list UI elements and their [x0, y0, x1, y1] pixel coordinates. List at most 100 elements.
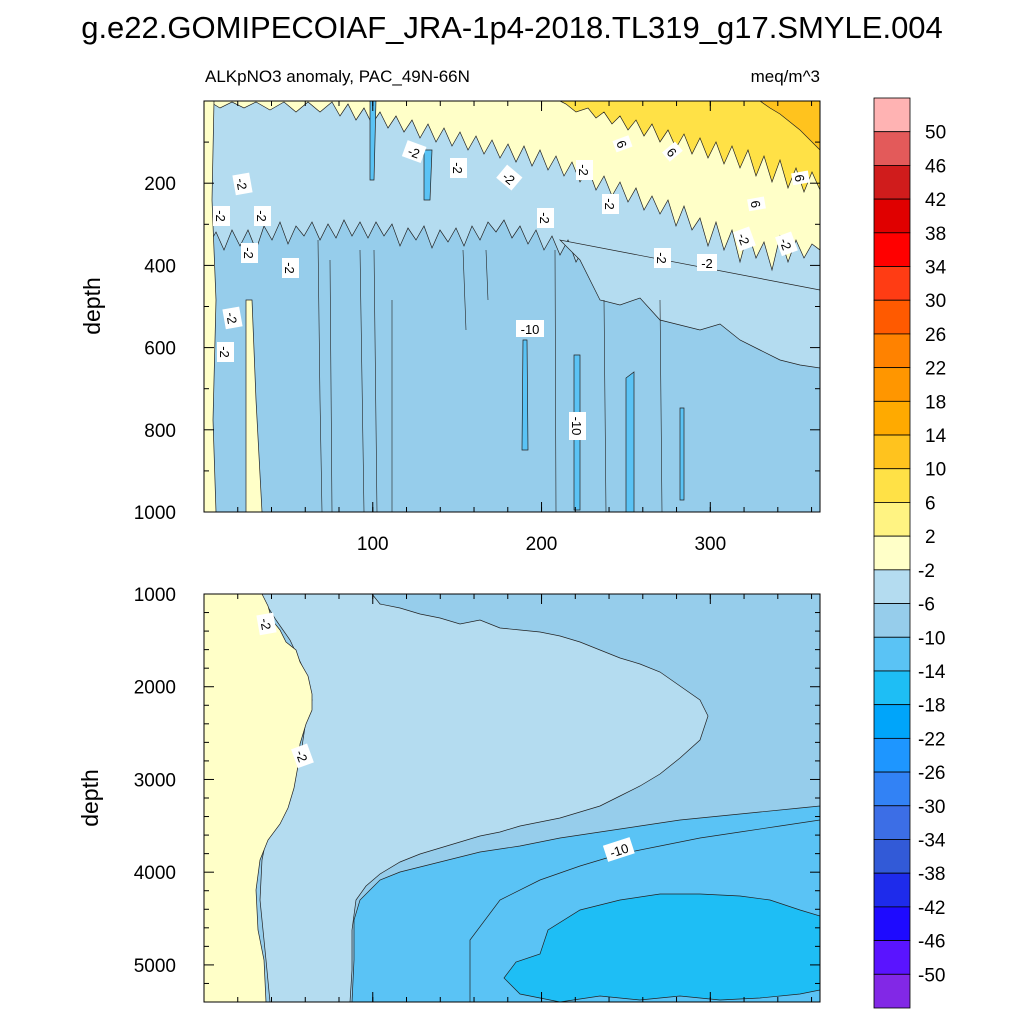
level-fill-minus2: [259, 594, 709, 1002]
level-fill-plus2: [204, 101, 820, 272]
contour-label-text: -2: [602, 198, 617, 210]
colorbar-label: 18: [925, 392, 946, 413]
contour-label-box: [217, 342, 234, 362]
contour-label: -2: [401, 140, 427, 163]
level-fill-plus2-left2: [245, 299, 263, 512]
contour-label-box: [241, 243, 258, 263]
contour-label: -2: [213, 206, 230, 226]
level-fill-minus10-col5: [369, 101, 377, 181]
y-tick-label: 200: [144, 174, 176, 195]
colorbar-swatch: [873, 97, 911, 133]
colorbar-label: 2: [925, 527, 936, 548]
colorbar-swatch: [873, 232, 911, 267]
contour-label-text: -2: [241, 247, 256, 259]
colorbar-swatch: [873, 973, 911, 1009]
contour-label-text: 6: [791, 173, 807, 183]
colorbar-label: -22: [918, 729, 945, 750]
colorbar-swatch: [873, 468, 911, 503]
colorbar-swatch: [873, 603, 911, 638]
top-panel: ALKpNO3 anomaly, PAC_49N-66N meq/m^3: [79, 67, 821, 555]
colorbar-swatch: [873, 165, 911, 200]
contour-label: 6: [747, 196, 766, 212]
colorbar-swatch: [873, 737, 911, 773]
contour-label-box: [747, 196, 766, 212]
contour-label-text: -10: [521, 322, 540, 337]
colorbar-swatch: [873, 771, 911, 807]
y-tick-label: 5000: [134, 956, 176, 977]
contour-label: -2: [254, 206, 271, 226]
x-tick-label: 300: [694, 534, 726, 555]
level-fill-minus10-col3: [625, 371, 635, 512]
contour-label: -2: [576, 160, 593, 180]
colorbar-swatch: [873, 670, 911, 706]
contour-label-box: [450, 158, 467, 178]
contour-label-box: [232, 172, 253, 196]
contour-label-text: -2: [406, 143, 422, 161]
colorbar-swatch: [873, 367, 911, 402]
contour-label: -2: [602, 194, 619, 214]
colorbar-swatch: [873, 906, 911, 941]
contour-label: -2: [654, 248, 671, 268]
contour-label-text: -10: [608, 840, 631, 860]
colorbar-swatch: [873, 198, 911, 234]
contour-label-box: [612, 135, 633, 153]
level-fill-plus10: [759, 101, 820, 151]
colorbar-label: -2: [918, 561, 935, 582]
x-tick-label: 100: [357, 534, 389, 555]
contour-label: -2: [697, 254, 717, 271]
contour-label-box: [576, 160, 593, 180]
contour-label: -10: [569, 412, 586, 440]
contour-label-text: -2: [576, 164, 591, 176]
level-fill-minus10-col6: [423, 149, 433, 201]
contour-label: -2: [775, 231, 798, 257]
contour-label-text: -2: [537, 212, 552, 224]
y-tick-label: 2000: [134, 678, 176, 699]
colorbar-label: -38: [918, 864, 945, 885]
level-fill-minus10-col4: [679, 407, 685, 501]
level-fill-plus6: [559, 101, 820, 194]
contour-label-box: [602, 837, 635, 862]
contour-label-box: [401, 140, 427, 163]
contour-label-box: [254, 206, 271, 226]
colorbar-label: -42: [918, 898, 945, 919]
y-tick-label: 1000: [134, 585, 176, 606]
colorbar-swatch: [873, 434, 911, 470]
colorbar-label: -6: [918, 595, 935, 616]
contour-label-text: -2: [233, 177, 250, 191]
top-panel-subtitle: ALKpNO3 anomaly, PAC_49N-66N: [205, 67, 470, 86]
y-tick-label: 1000: [134, 503, 176, 524]
contour-label-box: [256, 612, 277, 636]
top-contour-labels: -2 -2 -2 -2 -2 -2 -2 -2 -2 -2 -2 -2 -2 -2 -2 -2 -2 -10 -10…: [213, 135, 810, 440]
contour-label: -2: [222, 306, 243, 330]
colorbar-label: 26: [925, 325, 946, 346]
colorbar-label: -14: [918, 662, 946, 683]
contour-label-text: 6: [613, 138, 630, 150]
contour-label: -2: [232, 172, 253, 196]
contour-label: 6: [662, 141, 683, 162]
contour-label-text: 6: [747, 199, 763, 209]
bottom-plot-area: [204, 594, 820, 1002]
contour-label-box: [516, 320, 544, 337]
bottom-contour-labels: -2 -2 -10: [256, 612, 635, 862]
contour-label: -10: [516, 320, 544, 337]
level-fill-plus2: [204, 594, 313, 1002]
y-tick-label: 4000: [134, 863, 176, 884]
colorbar-swatch: [873, 940, 911, 975]
contour-label-text: -2: [777, 236, 795, 252]
contour-label-box: [654, 248, 671, 268]
colorbar-label: 42: [925, 190, 946, 211]
colorbar-label: 30: [925, 291, 946, 312]
contour-label: -2: [537, 208, 554, 228]
contour-label-text: -2: [293, 748, 311, 764]
colorbar-swatch: [873, 569, 911, 604]
colorbar-swatch: [873, 131, 911, 166]
colorbar-label: 10: [925, 460, 946, 481]
contour-label-box: [602, 194, 619, 214]
colorbar-label: 34: [925, 258, 947, 279]
contour-label-text: -2: [701, 256, 713, 271]
colorbar-label: -10: [918, 628, 945, 649]
level-fill-plus2-left: [204, 101, 217, 512]
contour-label-box: [791, 170, 810, 186]
contour-label-text: -2: [654, 252, 669, 264]
